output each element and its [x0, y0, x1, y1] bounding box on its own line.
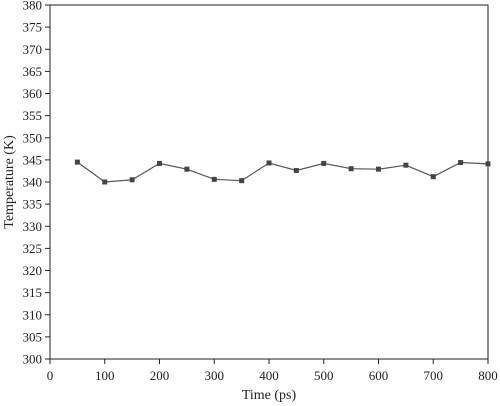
y-tick-label: 345 [23, 152, 43, 167]
x-tick-label: 200 [150, 368, 170, 383]
y-tick-label: 375 [23, 20, 43, 35]
x-tick-label: 800 [478, 368, 498, 383]
plot-frame [49, 4, 489, 360]
y-tick-label: 315 [23, 285, 43, 300]
data-point-marker [266, 160, 272, 166]
data-point-marker [184, 166, 190, 172]
x-tick-label: 400 [259, 368, 279, 383]
y-tick-label: 365 [23, 64, 43, 79]
ticks: 0 100 200 300 400 500 600 700 800 300 305 310 315 320… [23, 0, 498, 383]
x-tick-label: 300 [205, 368, 225, 383]
x-tick-label: 600 [369, 368, 389, 383]
y-tick-label: 300 [23, 352, 43, 367]
data-point-marker [376, 166, 381, 172]
data-point-marker [403, 162, 409, 168]
series-line [77, 161, 489, 183]
y-tick-label: 360 [23, 86, 43, 101]
data-point-marker [348, 166, 354, 172]
data-point-marker [430, 174, 436, 180]
data-point-marker [211, 176, 217, 182]
x-tick-label: 0 [47, 368, 54, 383]
y-tick-label: 370 [23, 42, 43, 57]
y-tick-label: 320 [23, 263, 43, 278]
data-point-marker [157, 160, 162, 166]
data-point-marker [102, 179, 108, 185]
data-point-marker [129, 177, 135, 183]
axes [49, 4, 489, 360]
data-point-marker [293, 167, 299, 173]
data-point-marker [485, 161, 491, 167]
y-tick-label: 340 [23, 175, 43, 190]
x-tick-label: 100 [95, 368, 115, 383]
y-tick-label: 380 [23, 0, 43, 13]
series-layer [74, 159, 491, 185]
y-tick-label: 330 [23, 219, 43, 234]
y-axis-title: Temperature (K) [2, 135, 17, 229]
data-point-marker [458, 160, 464, 166]
y-tick-label: 350 [23, 130, 43, 145]
y-tick-label: 310 [23, 307, 43, 322]
y-tick-label: 305 [23, 329, 43, 344]
x-tick-label: 500 [314, 368, 334, 383]
y-tick-label: 335 [23, 197, 43, 212]
data-point-marker [74, 159, 80, 165]
y-tick-label: 355 [23, 108, 43, 123]
y-tick-label: 325 [23, 241, 43, 256]
x-tick-label: 700 [424, 368, 444, 383]
x-axis-title: Time (ps) [242, 388, 297, 403]
data-point-marker [239, 178, 245, 184]
data-point-marker [321, 160, 327, 166]
